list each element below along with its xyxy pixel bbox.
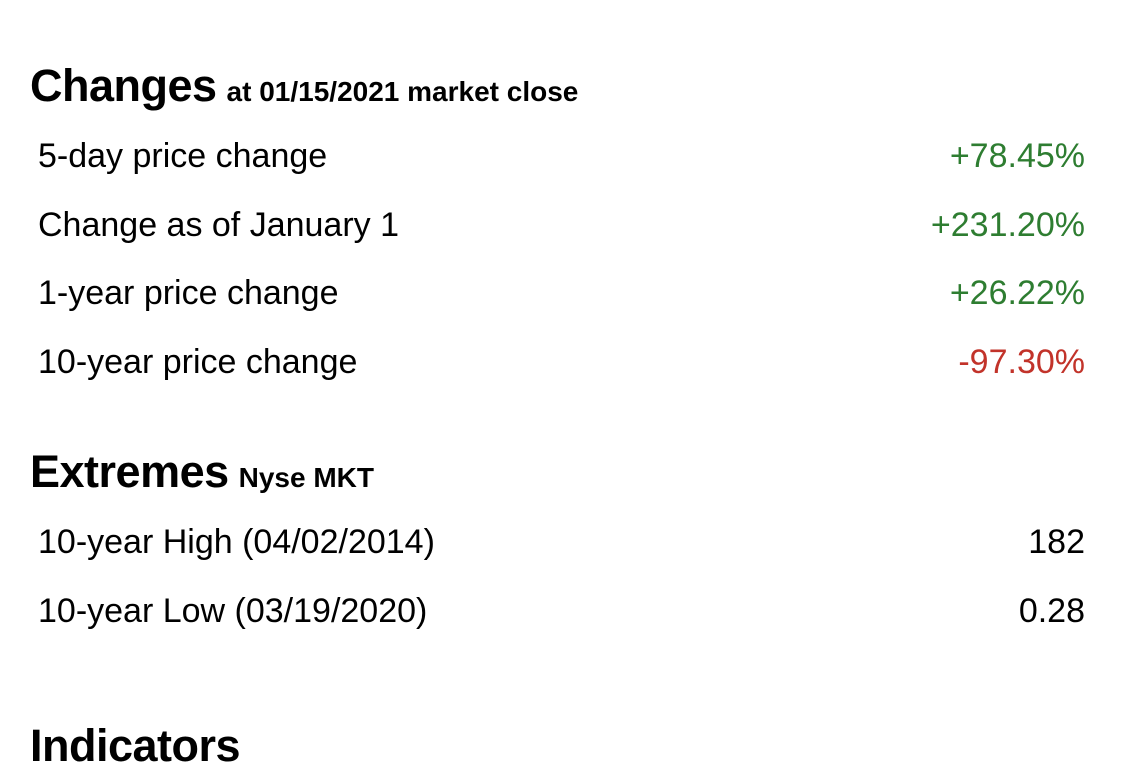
table-row: 10-year price change -97.30% xyxy=(30,328,1085,397)
table-row: 1-year price change +26.22% xyxy=(30,259,1085,328)
row-label: 10-year price change xyxy=(38,342,358,381)
section-indicators: Indicators xyxy=(30,720,1085,780)
row-value: +78.45% xyxy=(949,137,1085,175)
row-label: 10-year Low (03/19/2020) xyxy=(38,591,428,630)
row-label: 1-year price change xyxy=(38,274,339,313)
row-label: 5-day price change xyxy=(38,137,328,175)
extremes-rows: 10-year High (04/02/2014) 182 10-year Lo… xyxy=(30,508,1085,645)
row-label: Change as of January 1 xyxy=(38,205,400,244)
changes-rows: 5-day price change +78.45% Change as of … xyxy=(30,122,1085,396)
table-row: 10-year High (04/02/2014) 182 xyxy=(30,508,1085,577)
row-value: +26.22% xyxy=(949,274,1085,313)
section-extremes: Extremes Nyse MKT 10-year High (04/02/201… xyxy=(30,446,1085,645)
indicators-heading: Indicators xyxy=(30,720,1085,780)
extremes-title: Extremes xyxy=(30,446,229,498)
table-row: Change as of January 1 +231.20% xyxy=(30,191,1085,260)
extremes-heading: Extremes Nyse MKT xyxy=(30,446,1085,506)
table-row: 10-year Low (03/19/2020) 0.28 xyxy=(30,577,1085,646)
table-row: 5-day price change +78.45% xyxy=(30,122,1085,191)
changes-heading: Changes at 01/15/2021 market close xyxy=(30,60,1085,120)
section-changes: Changes at 01/15/2021 market close 5-day … xyxy=(30,60,1085,396)
row-value: 0.28 xyxy=(1018,591,1085,630)
extremes-subtitle: Nyse MKT xyxy=(238,462,375,494)
changes-subtitle: at 01/15/2021 market close xyxy=(226,76,579,107)
indicators-title: Indicators xyxy=(30,719,241,771)
row-value: 182 xyxy=(1028,523,1085,562)
row-label: 10-year High (04/02/2014) xyxy=(38,523,435,562)
row-value: -97.30% xyxy=(958,342,1085,381)
row-value: +231.20% xyxy=(930,205,1085,244)
changes-title: Changes xyxy=(30,60,217,111)
